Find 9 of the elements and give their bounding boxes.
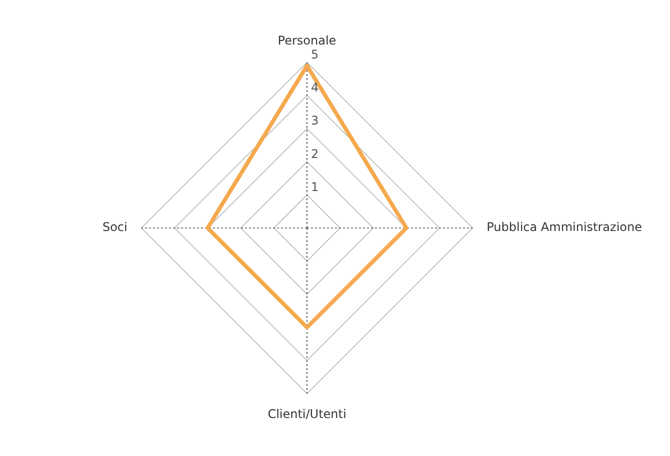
- y-tick-label: 4: [311, 80, 319, 95]
- spoke-label: Soci: [102, 220, 128, 234]
- y-tick-label: 3: [311, 114, 319, 128]
- spoke-label: Clienti/Utenti: [268, 406, 346, 421]
- spoke-label: Personale: [278, 33, 336, 48]
- spoke-label: Pubblica Amministrazione: [486, 220, 642, 234]
- y-tick-label: 1: [311, 180, 319, 194]
- y-tick-label: 2: [311, 146, 319, 161]
- y-tick-label: 5: [311, 47, 319, 62]
